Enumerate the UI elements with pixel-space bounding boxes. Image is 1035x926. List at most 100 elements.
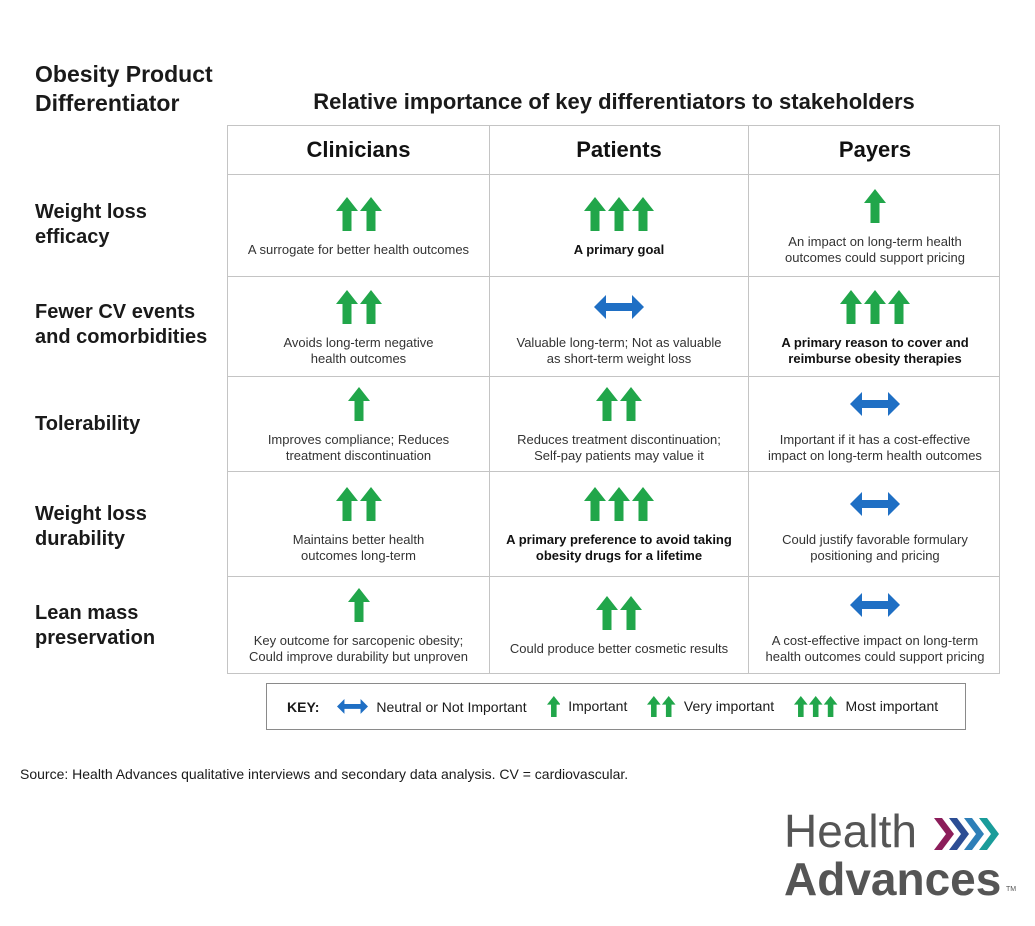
importance-indicator (347, 585, 370, 625)
description-line: outcomes could support pricing (785, 249, 965, 265)
description-line: Important if it has a cost-effective (779, 432, 971, 447)
description-line: A primary preference to avoid taking (506, 532, 732, 547)
description-line: Self-pay patients may value it (534, 448, 704, 463)
importance-indicator (596, 384, 642, 424)
description-line: A primary goal (573, 241, 665, 257)
important-arrows-icon (347, 387, 370, 421)
legend-item-label: Very important (683, 698, 775, 715)
logo-trademark: TM (1006, 886, 1017, 893)
neutral-double-arrow-icon (850, 593, 900, 617)
cell-patients: A primary preference to avoid taking obes… (489, 472, 748, 576)
column-header-payers: Payers (748, 126, 1001, 174)
neutral-double-arrow-icon (594, 294, 644, 319)
description-line: health outcomes (310, 350, 407, 366)
cell-description: A surrogate for better health outcomes (248, 242, 469, 258)
up-arrow-icon (864, 289, 886, 324)
legend-key: KEY: Neutral or Not Important Important Ve… (266, 683, 966, 730)
legend-item-label: Most important (845, 698, 939, 715)
description-line: reimburse obesity therapies (788, 350, 962, 366)
most-important-arrows-icon (584, 487, 654, 521)
importance-indicator (840, 287, 910, 327)
importance-indicator (584, 194, 654, 234)
up-arrow-icon (347, 588, 370, 622)
importance-indicator (335, 484, 382, 524)
up-arrow-icon (584, 196, 606, 231)
important-arrows-icon (347, 588, 370, 622)
most-important-arrows-icon (794, 695, 838, 718)
most-important-arrows-icon (840, 289, 910, 324)
row-label-fewer-cv-events: Fewer CV events and comorbidities (35, 300, 225, 350)
description-line: obesity drugs for a lifetime (535, 548, 703, 563)
description-line: Avoids long-term negative (283, 334, 434, 350)
importance-indicator (584, 484, 654, 524)
cell-description: A primary goal (574, 242, 665, 258)
importance-indicator (335, 194, 382, 234)
double-arrow-icon (594, 294, 644, 319)
very-important-arrows-icon (596, 387, 642, 421)
cell-payers: An impact on long-term health outcomes co… (748, 175, 1001, 276)
row-label-line: preservation (35, 627, 156, 649)
description-line: Could produce better cosmetic results (509, 641, 729, 656)
up-arrow-icon (632, 196, 654, 231)
description-line: Could justify favorable formulary (782, 532, 968, 547)
cell-description: An impact on long-term health outcomes co… (785, 234, 965, 266)
description-line: A cost-effective impact on long-term (771, 633, 979, 648)
legend-item-label: Important (568, 698, 628, 715)
legend-item-neutral: Neutral or Not Important (337, 698, 527, 715)
source-note: Source: Health Advances qualitative inte… (20, 766, 629, 782)
double-arrow-icon (337, 699, 369, 714)
grid-row: Improves compliance; Reduces treatment di… (228, 376, 999, 471)
cell-clinicians: Avoids long-term negative health outcomes (228, 277, 489, 376)
up-arrow-icon (620, 596, 642, 630)
up-arrow-icon (335, 196, 358, 231)
up-arrow-icon (596, 387, 618, 421)
importance-indicator (850, 384, 900, 424)
cell-description: Could produce better cosmetic results (510, 641, 728, 657)
up-arrow-icon (823, 695, 838, 718)
cell-description: A cost-effective impact on long-term heal… (766, 633, 985, 665)
description-line: as short-term weight loss (546, 350, 692, 366)
up-arrow-icon (794, 695, 808, 718)
description-line: positioning and pricing (810, 548, 940, 563)
description-line: Improves compliance; Reduces (267, 432, 450, 447)
description-line: Key outcome for sarcopenic obesity; (253, 633, 464, 648)
up-arrow-icon (620, 387, 642, 421)
cell-patients: Could produce better cosmetic results (489, 577, 748, 673)
description-line: Could improve durability but unproven (249, 649, 468, 664)
row-label-line: Fewer CV events (35, 301, 196, 323)
very-important-arrows-icon (596, 596, 642, 630)
cell-description: Important if it has a cost-effective impa… (768, 432, 982, 464)
up-arrow-icon (359, 289, 382, 324)
up-arrow-icon (359, 196, 382, 231)
very-important-arrows-icon (335, 289, 382, 324)
cell-description: Avoids long-term negative health outcomes (283, 335, 433, 367)
up-arrow-icon (347, 387, 370, 421)
double-arrow-icon (850, 392, 900, 416)
up-arrow-icon (809, 695, 823, 718)
cell-patients: A primary goal (489, 175, 748, 276)
up-arrow-icon (632, 487, 654, 521)
cell-payers: Important if it has a cost-effective impa… (748, 377, 1001, 471)
grid-row: Avoids long-term negative health outcomes… (228, 276, 999, 376)
legend-item-label: Neutral or Not Important (376, 698, 527, 715)
up-arrow-icon (662, 695, 676, 718)
column-header-patients: Patients (489, 126, 748, 174)
row-label-line: Lean mass (35, 602, 139, 624)
cell-payers: A primary reason to cover and reimburse o… (748, 277, 1001, 376)
up-arrow-icon (864, 188, 886, 223)
importance-indicator (850, 484, 900, 524)
description-line: A surrogate for better health outcomes (247, 241, 470, 257)
up-arrow-icon (888, 289, 910, 324)
up-arrow-icon (608, 487, 630, 521)
row-label-line: efficacy (35, 226, 110, 248)
up-arrow-icon (359, 487, 382, 521)
up-arrow-icon (840, 289, 862, 324)
importance-indicator (594, 287, 644, 327)
cell-description: Valuable long-term; Not as valuable as sh… (517, 335, 722, 367)
grid-header-row: Clinicians Patients Payers (228, 126, 999, 174)
row-label-weight-loss-durability: Weight loss durability (35, 502, 225, 552)
description-line: Maintains better health (292, 532, 425, 547)
differentiator-grid: Clinicians Patients Payers A surrogate f… (227, 125, 1000, 674)
legend-item-important: Important (546, 695, 628, 718)
cell-clinicians: Maintains better health outcomes long-ter… (228, 472, 489, 576)
